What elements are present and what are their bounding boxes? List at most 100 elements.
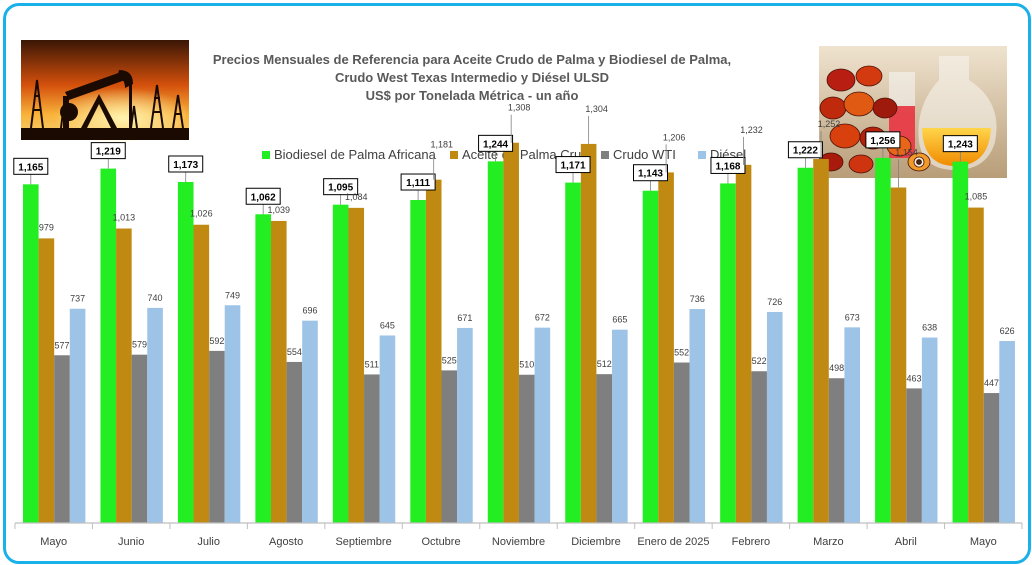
bar-2-6 [518,374,535,523]
value-label-3-5: 671 [457,313,472,323]
value-label-2-6: 510 [519,360,534,370]
legend-swatch-0 [262,151,270,159]
value-label-1-10: 1,252 [818,119,841,129]
value-label-3-12: 626 [1000,326,1015,336]
bar-2-3 [286,361,303,523]
bar-0-1 [100,168,117,523]
value-label-0-9: 1,168 [715,161,740,172]
value-label-0-2: 1,173 [173,160,198,171]
bar-0-5 [410,200,426,524]
value-label-1-11: 1,154 [895,148,918,158]
value-label-0-11: 1,256 [870,136,895,147]
bar-2-0 [54,355,70,523]
bar-1-12 [968,207,984,523]
price-chart: Precios Mensuales de Referencia para Ace… [13,40,1023,548]
value-label-0-4: 1,095 [328,183,353,194]
value-label-1-5: 1,181 [430,140,453,150]
value-label-0-3: 1,062 [251,192,276,203]
bar-0-10 [797,167,814,524]
chart-title-line-1: Precios Mensuales de Referencia para Ace… [213,52,731,67]
value-label-box [90,142,126,160]
bar-3-2 [224,305,241,523]
value-label-box [478,134,514,152]
bar-2-2 [209,350,225,523]
bar-3-12 [999,341,1015,523]
value-label-1-6: 1,308 [508,103,531,113]
legend-label-2: Crudo WTI [613,147,676,162]
bar-2-11 [906,388,922,523]
value-label-box [323,178,359,196]
bar-0-4 [332,204,349,524]
value-label-1-9: 1,232 [740,125,763,135]
value-label-2-8: 552 [674,348,689,358]
bar-0-12 [952,161,969,523]
bar-2-12 [983,393,1000,523]
value-label-2-3: 554 [287,347,302,357]
bar-0-8 [642,190,659,524]
bar-3-7 [612,329,628,523]
value-label-0-1: 1,219 [96,147,121,158]
bar-3-1 [147,307,163,523]
bar-3-4 [379,335,396,523]
value-label-2-5: 525 [442,355,457,365]
value-label-1-7: 1,304 [585,104,608,114]
bar-2-4 [364,374,380,523]
bar-3-3 [302,320,318,523]
value-label-2-11: 463 [907,373,922,383]
bar-1-7 [580,143,597,523]
value-label-3-6: 672 [535,313,550,323]
x-tick-label: Agosto [269,536,303,548]
value-label-3-11: 638 [922,323,937,333]
value-label-1-2: 1,026 [190,209,213,219]
x-tick-label: Enero de 2025 [637,536,709,548]
value-label-0-5: 1,111 [406,178,430,189]
x-tick-label: Marzo [813,536,844,548]
value-label-3-7: 665 [612,315,627,325]
value-label-3-3: 696 [302,306,317,316]
x-tick-label: Mayo [970,536,997,548]
bar-1-6 [503,142,519,523]
value-label-box [787,141,823,159]
bar-2-8 [673,362,690,523]
bar-0-7 [565,182,581,523]
value-label-3-8: 736 [690,294,705,304]
x-tick-label: Junio [118,536,144,548]
bar-1-4 [348,207,365,523]
x-tick-label: Abril [895,536,917,548]
x-tick-label: Septiembre [335,536,391,548]
x-tick-label: Diciembre [571,536,621,548]
bar-0-0 [23,184,39,523]
value-label-3-1: 740 [148,293,163,303]
value-label-0-0: 1,165 [18,162,43,173]
value-label-2-9: 522 [752,356,767,366]
value-label-box [942,135,978,153]
bar-3-9 [766,311,783,523]
bar-1-1 [116,228,132,524]
bar-0-11 [875,157,891,523]
bar-1-5 [425,179,442,523]
value-label-1-3: 1,039 [268,205,291,215]
bar-2-7 [596,374,613,523]
value-label-box [168,155,204,173]
value-label-box [632,164,668,182]
value-label-3-9: 726 [767,297,782,307]
value-label-box [13,157,49,175]
value-label-box [710,156,746,174]
oil-pump-jack-image [21,40,189,142]
x-tick-label: Mayo [40,536,67,548]
bar-2-1 [131,354,148,523]
bar-1-8 [658,172,674,524]
bar-2-10 [828,378,845,523]
chart-title-line-2: Crudo West Texas Intermedio y Diésel ULS… [335,70,609,85]
bar-3-11 [921,337,938,523]
value-label-2-4: 511 [365,359,379,369]
value-label-2-1: 579 [132,340,147,350]
bar-1-11 [890,187,907,523]
bar-1-10 [813,159,829,524]
bar-3-0 [69,308,86,523]
value-label-3-10: 673 [845,312,860,322]
legend-swatch-2 [601,151,609,159]
bar-1-0 [38,238,55,523]
bar-1-9 [735,164,752,523]
bar-0-3 [255,214,271,524]
